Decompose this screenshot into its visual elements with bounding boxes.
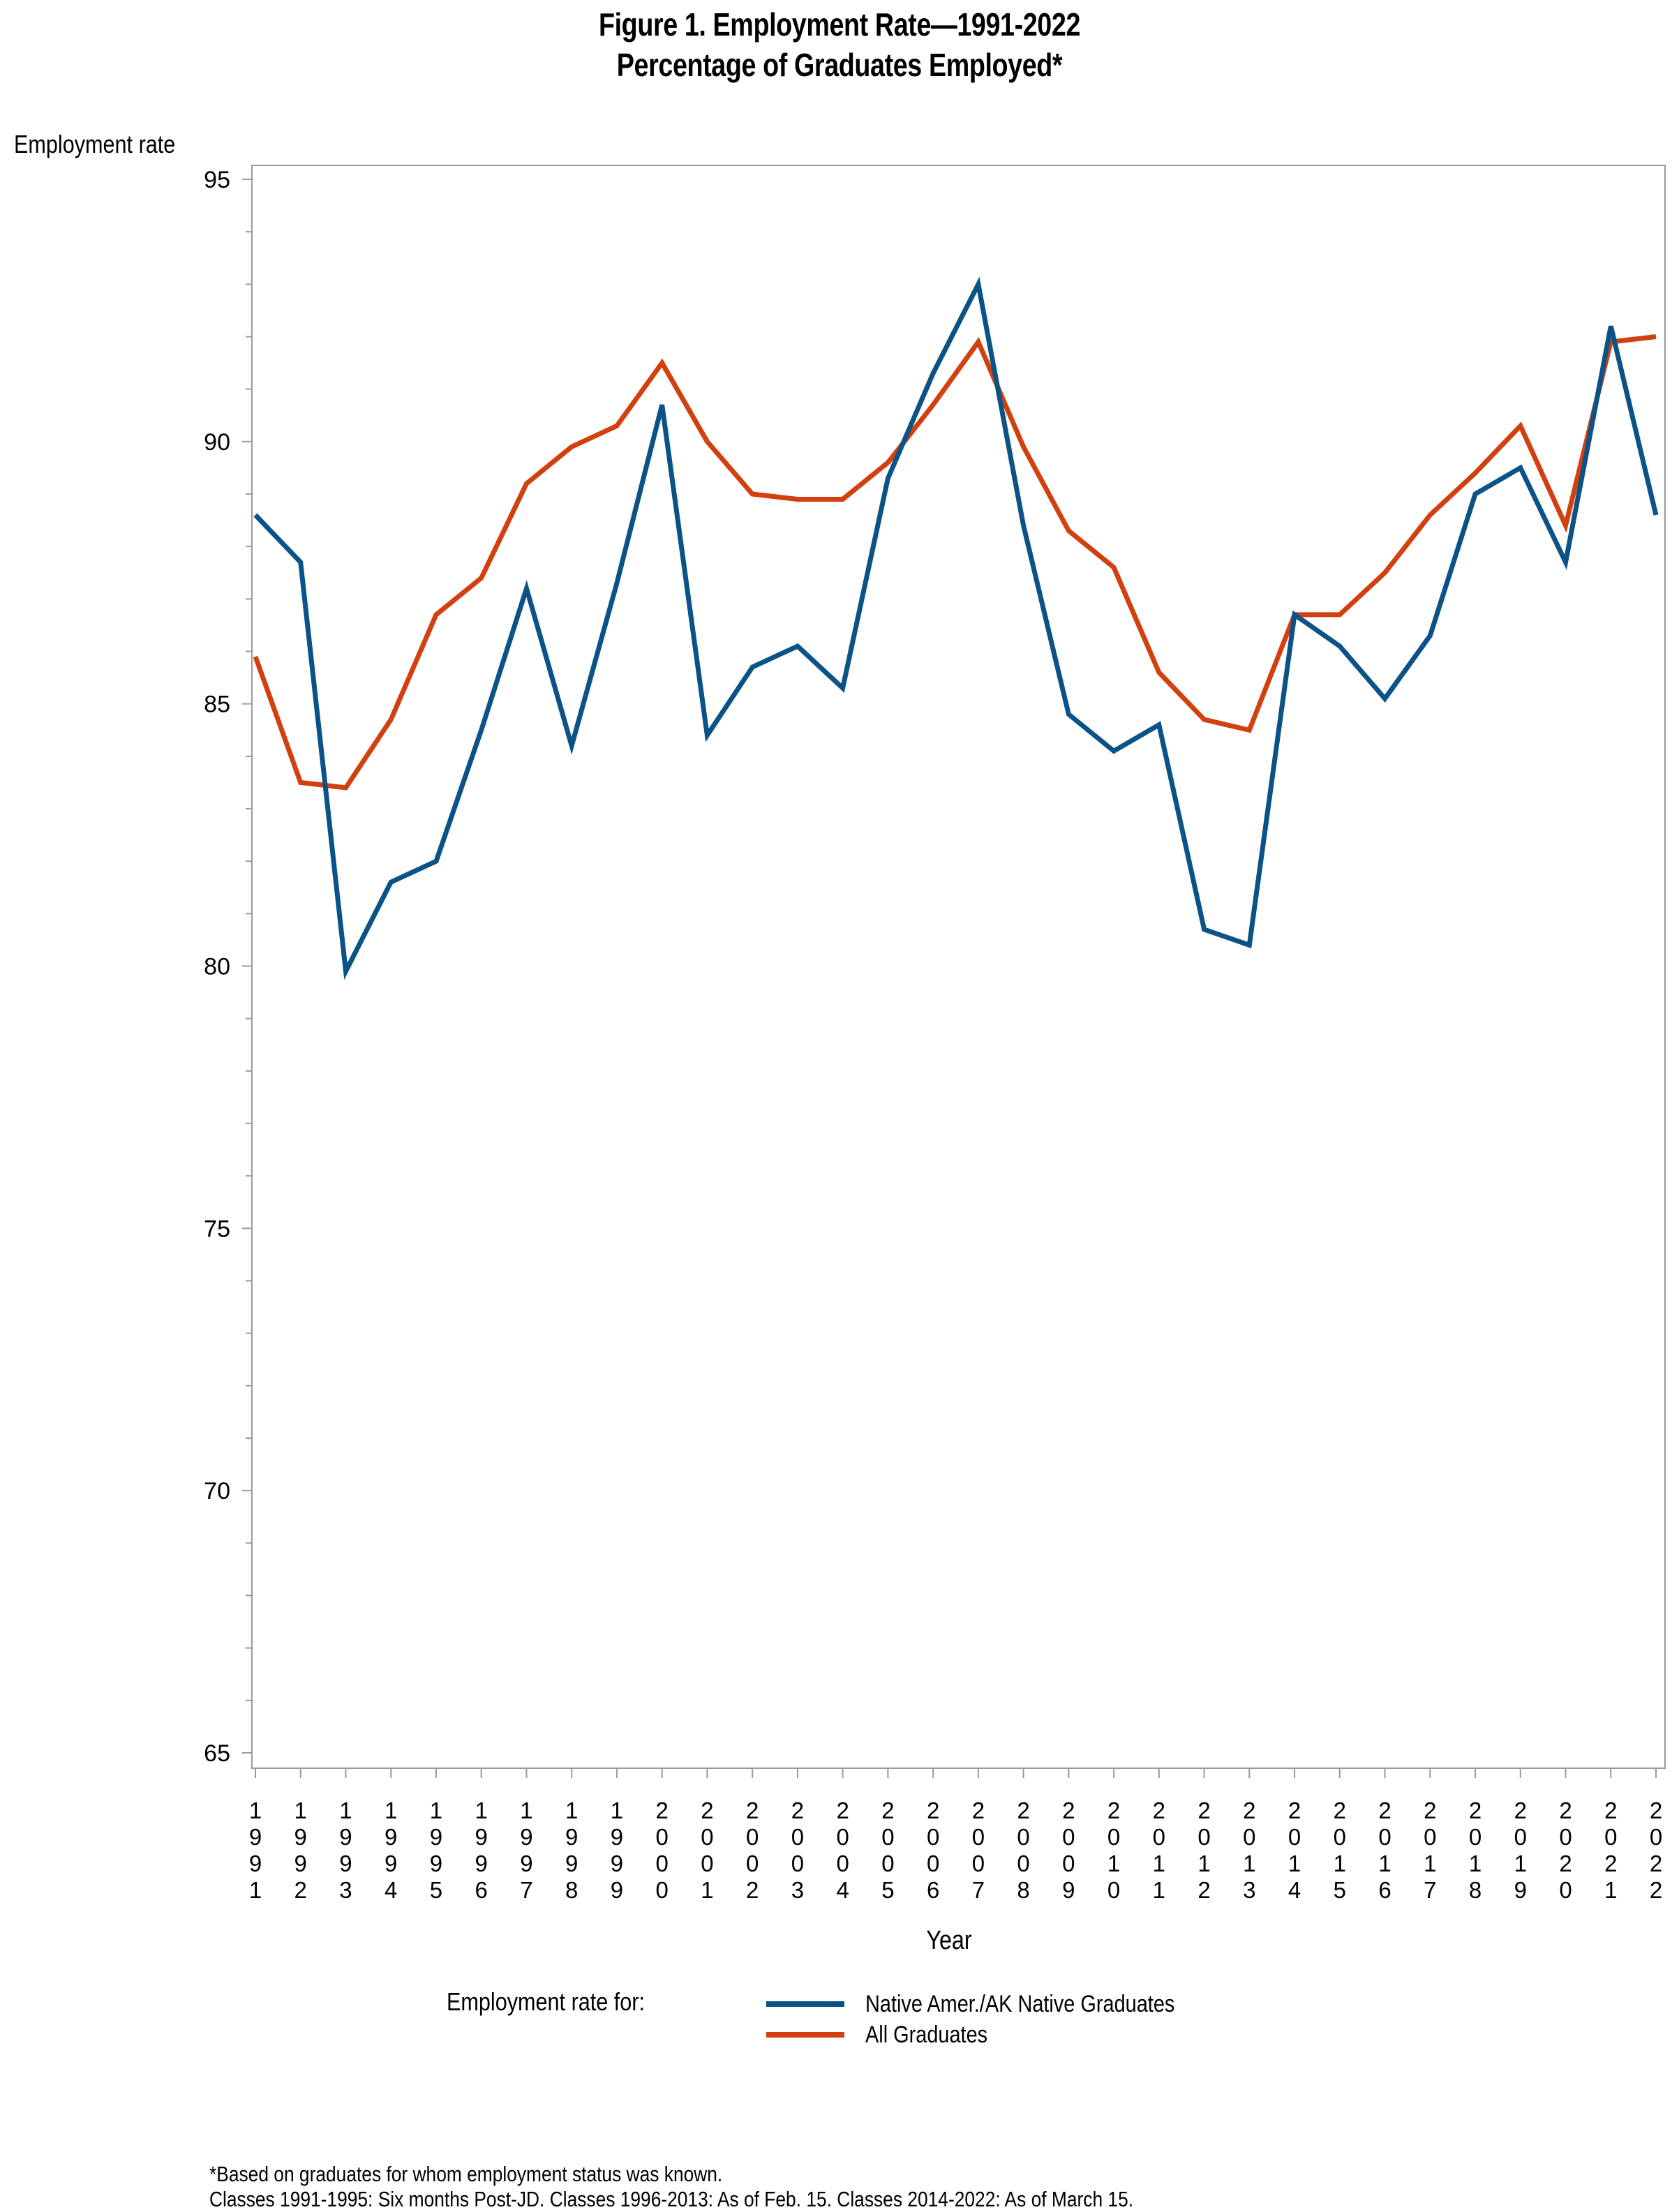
legend-title: Employment rate for: — [447, 1987, 646, 2016]
y-tick-label: 95 — [204, 167, 230, 193]
y-tick-label: 65 — [204, 1740, 230, 1767]
legend-item-native-graduates: Native Amer./AK Native Graduates — [766, 1989, 1230, 2019]
footnote-basis: *Based on graduates for whom employment … — [209, 2162, 723, 2186]
legend-label-all-graduates: All Graduates — [865, 2021, 988, 2048]
footnote-timing: Classes 1991-1995: Six months Post-JD. C… — [209, 2187, 1134, 2211]
legend-label-native-graduates: Native Amer./AK Native Graduates — [865, 1990, 1175, 2017]
legend-swatch-all-graduates — [766, 2032, 844, 2038]
y-tick-label: 90 — [204, 429, 230, 456]
chart-title: Figure 1. Employment Rate—1991-2022 — [598, 6, 1081, 43]
y-tick-label: 75 — [204, 1216, 230, 1242]
legend-swatch-native-graduates — [766, 2001, 844, 2007]
legend-item-all-graduates: All Graduates — [766, 2019, 1009, 2050]
x-axis-label: Year — [926, 1926, 972, 1955]
series-line-native-graduates — [253, 276, 1659, 980]
y-tick-label: 85 — [204, 692, 230, 718]
y-tick-label: 70 — [204, 1478, 230, 1504]
y-axis-label: Employment rate — [14, 130, 176, 158]
chart-subtitle: Percentage of Graduates Employed* — [616, 47, 1063, 83]
series-lines — [253, 276, 1659, 980]
series-line-all-graduates — [253, 334, 1657, 791]
y-tick-label: 80 — [204, 954, 230, 980]
y-axis: 65 70 75 80 85 90 95 — [204, 167, 252, 1767]
plot-frame — [251, 165, 1666, 1769]
x-axis: 1 9 9 1 1 9 9 2 1 9 9 3 1 9 9 4 1 9 9 5 1 9 9 6 1 9 9 7 1 9 9 8 1 9 9 9 2 0 0 0… — [249, 1768, 1662, 1903]
